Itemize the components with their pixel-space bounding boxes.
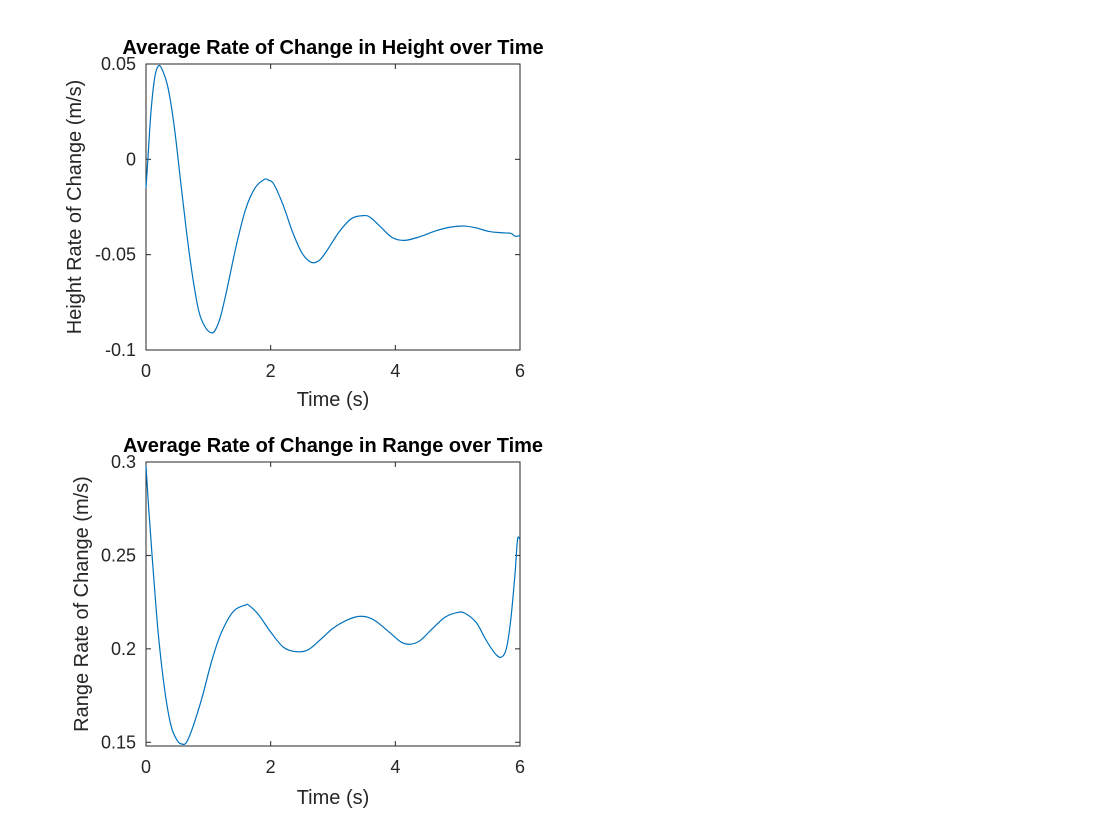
range-rate-x-tick-label: 2 — [266, 757, 276, 777]
range-rate-chart: Average Rate of Change in Range over Tim… — [71, 435, 543, 809]
height-rate-x-tick-label: 0 — [141, 361, 151, 381]
range-rate-plot-lines — [145, 465, 521, 746]
range-rate-x-axis-label: Time (s) — [297, 787, 370, 809]
range-rate-y-tick-label: 0.25 — [101, 545, 136, 565]
height-rate-y-tick-label: 0.05 — [101, 54, 136, 74]
height-rate-x-tick-label: 4 — [390, 361, 400, 381]
height-rate-plot-lines — [145, 64, 521, 334]
range-rate-ticks: 0 2 4 6 0.15 0.2 0.25 0.3 — [101, 452, 525, 777]
height-rate-x-axis-label: Time (s) — [297, 389, 370, 411]
height-rate-x-tick-label: 2 — [266, 361, 276, 381]
height-rate-y-tick-label: -0.1 — [105, 340, 136, 360]
height-rate-axes — [145, 63, 521, 351]
height-rate-y-axis-label: Height Rate of Change (m/s) — [64, 80, 86, 335]
height-rate-y-tick-label: 0 — [126, 149, 136, 169]
height-rate-chart: Average Rate of Change in Height over Ti… — [64, 37, 544, 411]
height-rate-chart-title: Average Rate of Change in Height over Ti… — [122, 37, 543, 59]
range-rate-y-axis-label: Range Rate of Change (m/s) — [71, 476, 93, 732]
range-rate-chart-title: Average Rate of Change in Range over Tim… — [123, 435, 543, 457]
range-rate-x-tick-label: 6 — [515, 757, 525, 777]
range-rate-x-tick-label: 0 — [141, 757, 151, 777]
range-rate-y-tick-label: 0.15 — [101, 732, 136, 752]
height-rate-y-tick-label: -0.05 — [95, 245, 136, 265]
range-rate-y-tick-label: 0.3 — [111, 452, 136, 472]
range-rate-x-tick-label: 4 — [390, 757, 400, 777]
height-rate-ticks: 0 2 4 6 -0.1 -0.05 0 0.05 — [95, 54, 525, 381]
range-rate-y-tick-label: 0.2 — [111, 639, 136, 659]
height-rate-series-line — [145, 64, 521, 334]
height-rate-x-tick-label: 6 — [515, 361, 525, 381]
range-rate-series-line — [145, 465, 521, 746]
range-rate-axes — [145, 461, 521, 747]
